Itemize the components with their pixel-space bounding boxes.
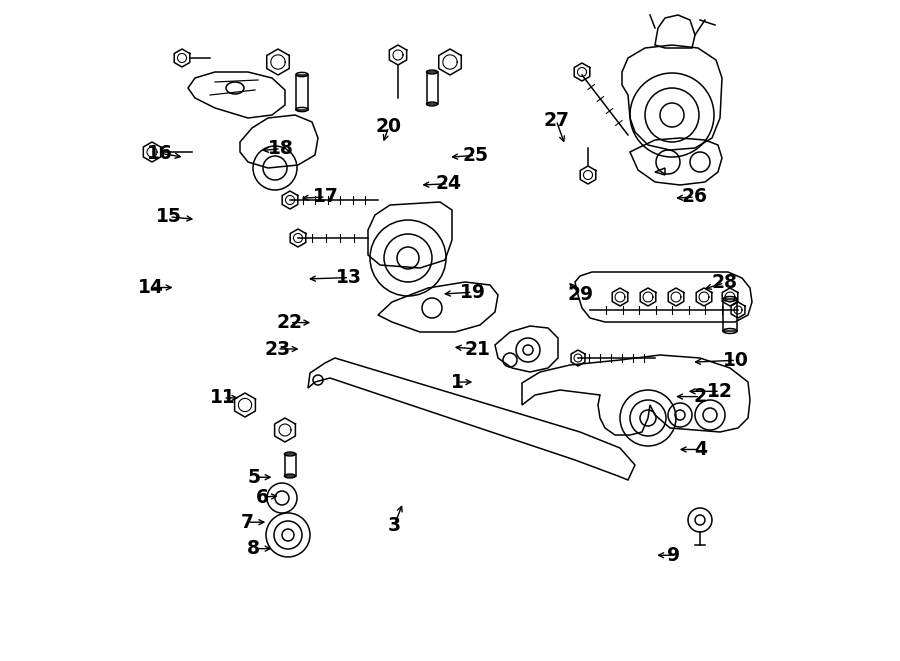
Text: 26: 26 <box>682 188 707 206</box>
Text: 11: 11 <box>211 389 236 407</box>
Text: 1: 1 <box>451 373 464 391</box>
Bar <box>284 454 295 476</box>
Text: 10: 10 <box>724 351 749 369</box>
Text: 23: 23 <box>264 340 291 358</box>
Text: 2: 2 <box>694 387 706 406</box>
Text: 6: 6 <box>256 488 269 506</box>
Text: 13: 13 <box>337 268 362 287</box>
Text: 27: 27 <box>544 111 569 130</box>
Text: 25: 25 <box>463 146 488 165</box>
Text: 20: 20 <box>376 118 401 136</box>
Text: 4: 4 <box>694 440 706 459</box>
Text: 9: 9 <box>667 546 680 564</box>
Text: 3: 3 <box>388 516 400 535</box>
Text: 18: 18 <box>268 139 293 158</box>
Text: 5: 5 <box>248 468 260 486</box>
Text: 17: 17 <box>313 188 338 206</box>
Bar <box>723 299 737 331</box>
Bar <box>427 72 437 104</box>
Text: 15: 15 <box>157 208 182 226</box>
Text: 28: 28 <box>712 274 737 292</box>
Text: 21: 21 <box>464 340 490 358</box>
Text: 22: 22 <box>277 313 302 332</box>
Text: 24: 24 <box>436 175 461 193</box>
Text: 19: 19 <box>460 283 485 301</box>
Text: 16: 16 <box>148 144 173 163</box>
Text: 8: 8 <box>248 539 260 558</box>
Text: 29: 29 <box>567 285 594 303</box>
Text: 14: 14 <box>139 278 164 297</box>
Text: 7: 7 <box>241 513 254 531</box>
Bar <box>296 75 308 110</box>
Text: 12: 12 <box>707 382 733 401</box>
